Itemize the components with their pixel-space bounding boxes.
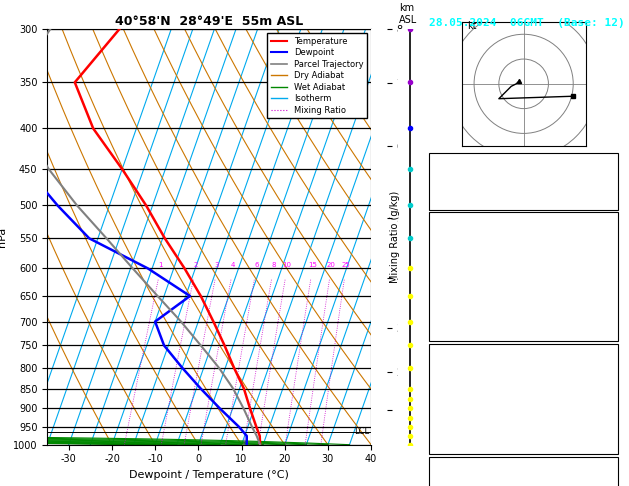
X-axis label: Dewpoint / Temperature (°C): Dewpoint / Temperature (°C) — [129, 470, 289, 480]
Text: kt: kt — [467, 21, 476, 31]
Text: Lifted Index: Lifted Index — [432, 286, 507, 296]
Text: -7: -7 — [604, 477, 616, 486]
Text: 0: 0 — [610, 417, 616, 428]
Text: 3: 3 — [215, 262, 220, 268]
Text: θᴀ (K): θᴀ (K) — [432, 382, 470, 392]
Text: CIN (J): CIN (J) — [432, 435, 476, 446]
Text: © weatheronline.co.uk: © weatheronline.co.uk — [465, 470, 589, 480]
Text: 25: 25 — [342, 262, 350, 268]
Text: km
ASL: km ASL — [399, 3, 418, 25]
Text: θᴀ(K): θᴀ(K) — [432, 268, 464, 278]
Text: 2: 2 — [193, 262, 198, 268]
Text: 1.74: 1.74 — [591, 191, 616, 201]
Text: Mixing Ratio (g/kg): Mixing Ratio (g/kg) — [390, 191, 400, 283]
Text: 8: 8 — [610, 155, 616, 165]
Text: Totals Totals: Totals Totals — [432, 173, 513, 183]
Text: 14.3: 14.3 — [591, 232, 616, 243]
Text: 5: 5 — [610, 286, 616, 296]
Text: K: K — [432, 155, 438, 165]
Text: Hodograph: Hodograph — [496, 459, 552, 469]
Text: PW (cm): PW (cm) — [432, 191, 476, 201]
Text: CAPE (J): CAPE (J) — [432, 417, 482, 428]
Text: 0: 0 — [610, 435, 616, 446]
Text: 28.05.2024  06GMT  (Base: 12): 28.05.2024 06GMT (Base: 12) — [429, 18, 625, 29]
Text: 6: 6 — [254, 262, 259, 268]
Text: Most Unstable: Most Unstable — [483, 346, 564, 356]
Text: 0: 0 — [610, 304, 616, 314]
Text: 310: 310 — [598, 382, 616, 392]
Text: 11.2: 11.2 — [591, 250, 616, 260]
Text: 975: 975 — [598, 364, 616, 374]
Legend: Temperature, Dewpoint, Parcel Trajectory, Dry Adiabat, Wet Adiabat, Isotherm, Mi: Temperature, Dewpoint, Parcel Trajectory… — [267, 34, 367, 118]
Text: 15: 15 — [308, 262, 317, 268]
Title: 40°58'N  28°49'E  55m ASL: 40°58'N 28°49'E 55m ASL — [115, 15, 303, 28]
Text: CIN (J): CIN (J) — [432, 322, 476, 332]
Text: Pressure (mb): Pressure (mb) — [432, 364, 513, 374]
Text: 44: 44 — [604, 173, 616, 183]
Text: Lifted Index: Lifted Index — [432, 399, 507, 410]
Text: Temp (°C): Temp (°C) — [432, 232, 488, 243]
Text: Surface: Surface — [502, 214, 545, 225]
Text: 4: 4 — [610, 399, 616, 410]
Text: 10: 10 — [282, 262, 291, 268]
Text: 20: 20 — [326, 262, 336, 268]
Text: Dewp (°C): Dewp (°C) — [432, 250, 488, 260]
Text: 309: 309 — [598, 268, 616, 278]
Text: 1: 1 — [159, 262, 163, 268]
Text: LCL: LCL — [354, 427, 369, 436]
Text: CAPE (J): CAPE (J) — [432, 304, 482, 314]
Text: 4: 4 — [231, 262, 235, 268]
Y-axis label: hPa: hPa — [0, 227, 8, 247]
Text: 8: 8 — [271, 262, 276, 268]
Text: EH: EH — [432, 477, 445, 486]
Text: 0: 0 — [610, 322, 616, 332]
